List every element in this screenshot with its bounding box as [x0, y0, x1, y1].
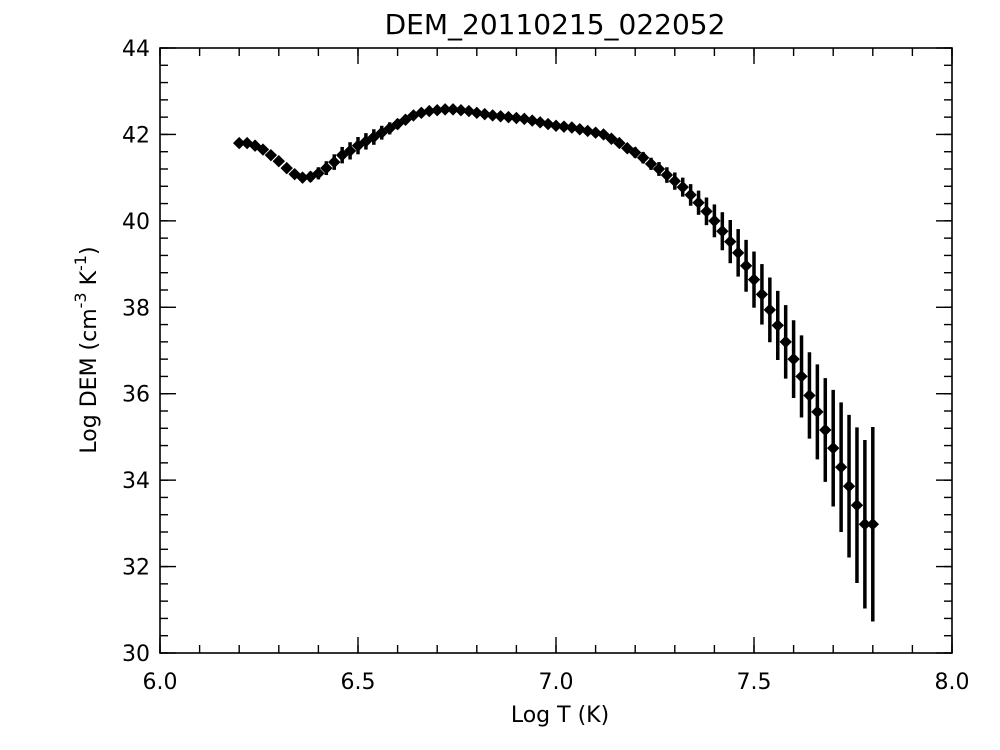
data-point	[391, 117, 404, 131]
data-point	[280, 161, 293, 175]
data-point	[621, 142, 634, 155]
y-axis-title-base: Log DEM (cm	[77, 308, 102, 453]
x-tick-label: 7.5	[737, 670, 772, 695]
y-tick-labels: 30 32 34 36 38 40 42 44	[122, 37, 150, 667]
data-point	[866, 518, 880, 531]
data-point	[842, 479, 856, 493]
plot-frame	[159, 47, 953, 654]
data-point	[787, 352, 800, 366]
y-tick-label: 30	[122, 642, 150, 667]
data-point	[795, 370, 808, 383]
data-point	[343, 144, 357, 158]
data-point	[502, 110, 515, 124]
data-point	[399, 113, 412, 126]
chart-title: DEM_20110215_022052	[385, 8, 726, 41]
y-axis-title-exp2: -1	[71, 255, 90, 271]
data-point	[613, 136, 626, 150]
data-point	[605, 132, 618, 145]
y-axis-title-end: )	[77, 246, 102, 255]
data-point	[826, 441, 840, 455]
data-point	[644, 157, 658, 171]
data-point	[320, 161, 333, 175]
data-point	[288, 167, 301, 181]
data-point	[549, 119, 563, 132]
data-point	[557, 120, 571, 133]
y-tick-label: 32	[122, 556, 150, 581]
y-tick-label: 40	[122, 210, 150, 235]
y-tick-label: 42	[122, 123, 150, 148]
x-axis-title: Log T (K)	[511, 703, 609, 728]
data-point	[359, 135, 373, 148]
data-point	[700, 205, 713, 218]
data-point	[351, 139, 365, 152]
data-point	[470, 106, 484, 120]
data-point	[510, 111, 523, 125]
data-point	[248, 139, 262, 152]
data-point	[367, 130, 381, 144]
data-point	[628, 146, 642, 159]
data-point	[724, 235, 737, 248]
data-point	[328, 155, 341, 169]
data-point	[708, 214, 721, 228]
data-point	[533, 116, 547, 129]
data-point	[478, 107, 491, 121]
x-tick-label: 6.0	[143, 670, 178, 695]
y-axis-title-mid: K	[77, 270, 102, 292]
axis-ticks	[159, 47, 953, 654]
data-point	[272, 155, 286, 168]
data-point	[264, 148, 278, 162]
data-point	[803, 389, 816, 402]
x-tick-label: 8.0	[935, 670, 970, 695]
x-tick-labels: 6.0 6.5 7.0 7.5 8.0	[143, 670, 970, 695]
y-axis-title: Log DEM (cm-3 K-1)	[71, 246, 102, 453]
data-point	[819, 423, 832, 437]
x-tick-label: 6.5	[341, 670, 376, 695]
data-point	[652, 162, 666, 176]
x-tick-label: 7.0	[539, 670, 574, 695]
data-point	[573, 123, 586, 136]
data-point	[494, 110, 507, 123]
data-point	[763, 303, 777, 317]
data-point	[684, 188, 697, 202]
data-point	[486, 109, 499, 122]
data-point	[747, 273, 761, 286]
data-point	[692, 196, 705, 209]
data-point	[755, 288, 769, 301]
data-points	[232, 103, 880, 531]
y-tick-label: 34	[122, 469, 150, 494]
data-point	[731, 246, 745, 260]
data-point	[779, 335, 792, 349]
data-point	[716, 225, 729, 238]
data-point	[850, 498, 864, 512]
data-point	[811, 405, 824, 419]
y-tick-label: 36	[122, 383, 150, 408]
data-point	[834, 460, 848, 474]
data-point	[636, 151, 650, 164]
y-tick-label: 38	[122, 296, 150, 321]
data-point	[335, 148, 349, 162]
data-point	[660, 168, 674, 182]
error-bars	[237, 106, 875, 622]
data-point	[312, 167, 325, 180]
data-point	[454, 104, 468, 117]
data-point	[668, 174, 682, 188]
y-tick-label: 44	[122, 37, 150, 62]
data-point	[446, 103, 460, 116]
data-point	[462, 104, 476, 118]
data-point	[597, 128, 610, 141]
data-point	[256, 143, 270, 156]
data-point	[383, 122, 396, 135]
data-point	[739, 259, 753, 273]
data-point	[375, 126, 388, 139]
data-point	[771, 319, 784, 332]
y-axis-title-exp1: -3	[71, 292, 90, 308]
data-point	[676, 180, 689, 194]
